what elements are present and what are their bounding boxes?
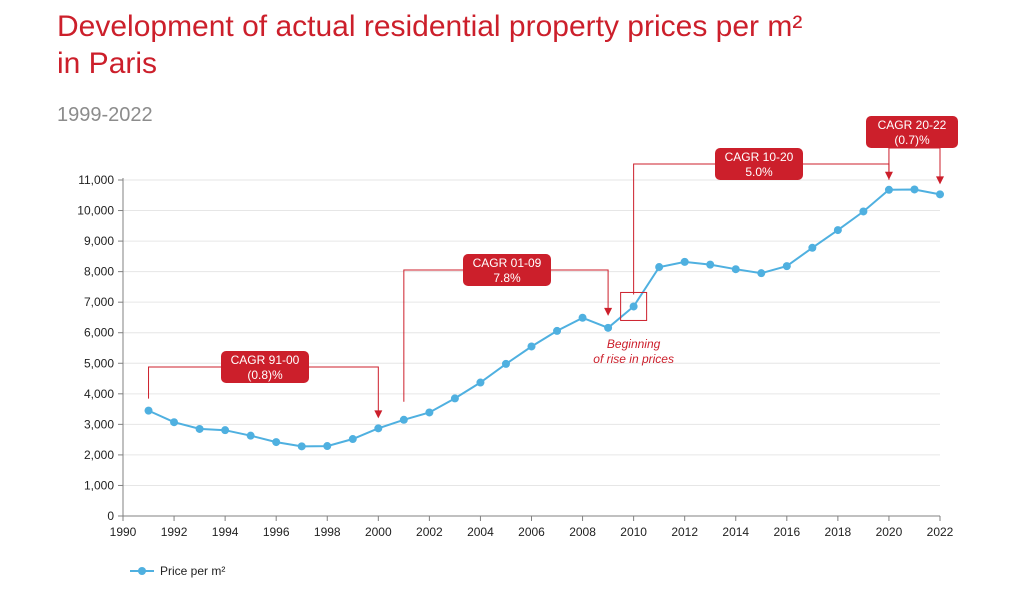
data-point — [578, 313, 587, 322]
legend-swatch-marker — [138, 567, 146, 575]
chart-title-line-2: in Paris — [57, 47, 158, 80]
y-tick-label: 6,000 — [84, 326, 114, 340]
data-point — [399, 415, 408, 424]
y-tick-label: 0 — [107, 509, 114, 523]
data-point — [348, 435, 357, 444]
data-point — [884, 185, 893, 194]
cagr-label-line2-2: 5.0% — [745, 165, 773, 179]
data-point — [936, 190, 944, 199]
chart-title-line-1: Development of actual residential proper… — [57, 10, 803, 43]
data-point — [297, 442, 306, 451]
data-point — [374, 424, 383, 433]
cagr-label-line1-0: CAGR 91-00 — [231, 353, 300, 367]
legend-label: Price per m² — [160, 564, 225, 578]
data-point — [221, 426, 230, 435]
data-point — [629, 302, 638, 311]
cagr-label-box-2 — [715, 148, 803, 180]
data-point — [272, 438, 281, 447]
y-tick-label: 11,000 — [78, 173, 114, 187]
x-tick-label: 1992 — [161, 525, 188, 539]
x-tick-label: 2006 — [518, 525, 545, 539]
x-tick-label: 2014 — [722, 525, 749, 539]
cagr-arrow-3 — [936, 176, 944, 185]
x-tick-label: 2018 — [825, 525, 852, 539]
x-tick-label: 2016 — [773, 525, 800, 539]
data-point — [527, 342, 536, 351]
x-tick-label: 2020 — [876, 525, 903, 539]
cagr-bracket-1 — [403, 269, 609, 402]
rise-highlight-box — [620, 291, 648, 321]
y-tick-label: 10,000 — [77, 204, 114, 218]
data-point — [450, 394, 459, 403]
cagr-label-box-0 — [221, 351, 309, 383]
data-point — [731, 265, 740, 274]
data-point — [170, 418, 179, 427]
y-tick-label: 9,000 — [84, 234, 114, 248]
y-tick-label: 5,000 — [84, 356, 114, 370]
cagr-arrow-1 — [604, 307, 613, 316]
data-point — [501, 359, 510, 368]
x-tick-label: 1996 — [263, 525, 290, 539]
x-tick-label: 1990 — [110, 525, 137, 539]
cagr-arrow-0 — [374, 410, 383, 419]
data-point — [553, 326, 562, 335]
cagr-label-line2-0: (0.8)% — [247, 368, 283, 382]
cagr-label-line1-2: CAGR 10-20 — [725, 150, 794, 164]
data-point — [782, 262, 791, 271]
series-line — [148, 188, 941, 448]
data-point — [246, 431, 255, 440]
data-point — [808, 243, 817, 252]
y-tick-label: 2,000 — [84, 448, 114, 462]
data-point — [144, 406, 153, 415]
rise-note-line1: Beginning — [607, 337, 661, 351]
chart-title: Development of actual residential proper… — [57, 8, 997, 82]
data-point — [476, 378, 485, 387]
x-tick-label: 2022 — [927, 525, 954, 539]
chart-subtitle: 1999-2022 — [57, 104, 153, 126]
y-tick-label: 8,000 — [84, 265, 114, 279]
rise-note-line2: of rise in prices — [593, 352, 674, 366]
x-tick-label: 2010 — [620, 525, 647, 539]
data-point — [655, 263, 664, 272]
cagr-label-box-3 — [866, 116, 958, 148]
data-point — [910, 185, 919, 194]
data-point — [195, 424, 204, 433]
data-point — [604, 323, 613, 332]
data-point — [833, 226, 842, 235]
x-tick-label: 1994 — [212, 525, 239, 539]
x-tick-label: 2008 — [569, 525, 596, 539]
data-point — [859, 207, 868, 216]
cagr-label-line1-3: CAGR 20-22 — [878, 118, 947, 132]
cagr-bracket-3 — [888, 147, 941, 180]
data-point — [680, 257, 689, 266]
data-point — [757, 269, 766, 278]
cagr-label-line1-1: CAGR 01-09 — [473, 256, 542, 270]
x-tick-label: 2004 — [467, 525, 494, 539]
data-point — [425, 408, 434, 417]
data-point — [706, 260, 715, 269]
cagr-label-box-1 — [463, 254, 551, 286]
cagr-label-line2-1: 7.8% — [493, 271, 521, 285]
data-point — [323, 442, 332, 451]
y-tick-label: 3,000 — [84, 417, 114, 431]
x-tick-label: 2002 — [416, 525, 443, 539]
y-tick-label: 7,000 — [84, 295, 114, 309]
y-tick-label: 1,000 — [84, 478, 114, 492]
x-tick-label: 1998 — [314, 525, 341, 539]
cagr-label-line2-3: (0.7)% — [894, 133, 930, 147]
y-tick-label: 4,000 — [84, 387, 114, 401]
x-tick-label: 2000 — [365, 525, 392, 539]
x-tick-label: 2012 — [671, 525, 698, 539]
